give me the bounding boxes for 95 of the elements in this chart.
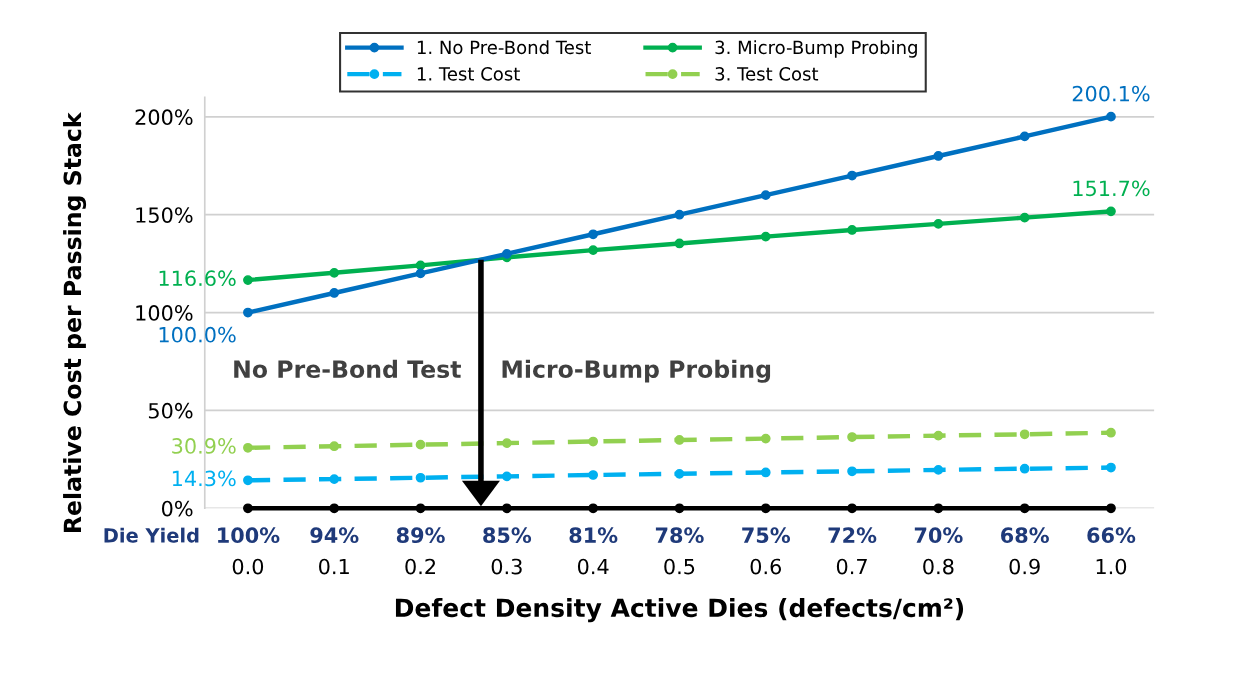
x-tick-label: 0.6: [750, 558, 782, 575]
text: 81%: [569, 527, 618, 544]
point: [588, 503, 599, 514]
point: [243, 442, 253, 453]
annotation: No Pre-Bond Test: [234, 359, 461, 379]
point: [847, 170, 857, 181]
y-axis-title: Relative Cost per Passing Stack: [63, 111, 87, 533]
point: [1019, 463, 1030, 474]
point: [588, 436, 599, 447]
data-label: 200.1%: [1072, 85, 1150, 102]
text: 66%: [1087, 527, 1136, 544]
legend-label: 1. Test Cost: [417, 67, 520, 81]
text: 100%: [218, 527, 280, 544]
data-label: 30.9%: [172, 438, 236, 454]
x-tick-label: 0.0: [232, 558, 264, 575]
x-tick-label: 0.3: [491, 558, 522, 575]
point: [329, 503, 340, 514]
point: [1019, 429, 1030, 440]
text: 70%: [914, 527, 963, 544]
point: [674, 238, 685, 249]
point: [1019, 212, 1030, 223]
y-tick-label: 100%: [136, 305, 193, 321]
text: 72%: [828, 527, 877, 544]
text: 85%: [483, 527, 532, 544]
x-tick-label: 0.1: [319, 558, 349, 575]
point: [1106, 206, 1116, 217]
text: 68%: [1001, 527, 1049, 544]
point: [243, 275, 253, 285]
point: [847, 503, 857, 514]
point: [760, 190, 771, 200]
point: [415, 503, 426, 514]
data-label: 100.0%: [159, 326, 236, 343]
text: 75%: [742, 527, 791, 544]
point: [1106, 427, 1116, 438]
point: [415, 439, 426, 450]
point: [1106, 111, 1116, 122]
point: [674, 503, 685, 514]
point: [847, 225, 857, 235]
point: [674, 468, 685, 479]
text: 89%: [396, 527, 445, 544]
annotation: Micro-Bump Probing: [502, 359, 771, 383]
point: [933, 151, 944, 161]
point: [501, 248, 512, 259]
point: [933, 465, 944, 475]
point: [243, 475, 253, 486]
y-tick-label: 200%: [135, 109, 193, 126]
point: [588, 245, 599, 255]
text: Die Yield: [104, 527, 199, 543]
point: [329, 267, 340, 278]
point: [415, 268, 426, 279]
point: [674, 209, 685, 220]
point: [933, 219, 944, 229]
x-tick-label: 0.8: [923, 558, 954, 575]
legend-label: 3. Micro-Bump Probing: [715, 40, 917, 58]
text: 94%: [310, 527, 359, 544]
point: [501, 471, 512, 482]
x-axis-title: Defect Density Active Dies (defects/cm²): [395, 597, 964, 623]
point: [760, 231, 771, 242]
point: [760, 467, 771, 478]
y-tick-label: 50%: [148, 402, 193, 419]
y-tick-label: 0%: [161, 500, 193, 517]
x-tick-label: 0.4: [577, 558, 609, 575]
point: [847, 432, 857, 442]
text: 78%: [655, 527, 704, 544]
point: [1106, 462, 1116, 473]
point: [501, 438, 512, 448]
y-tick-label: 150%: [136, 207, 193, 223]
x-tick-label: 1.0: [1096, 558, 1127, 575]
point: [1019, 131, 1030, 142]
point: [933, 430, 944, 441]
point: [243, 307, 253, 318]
legend-label: 1. No Pre-Bond Test: [417, 40, 591, 55]
point: [760, 433, 771, 444]
x-tick-label: 0.2: [405, 558, 436, 575]
point: [1106, 503, 1116, 514]
point: [415, 472, 426, 483]
legend-label: 3. Test Cost: [715, 67, 819, 81]
data-label: 151.7%: [1073, 180, 1150, 197]
point: [588, 229, 599, 240]
point: [847, 466, 857, 477]
point: [588, 470, 599, 480]
x-tick-label: 0.9: [1009, 558, 1040, 575]
point: [1019, 503, 1030, 514]
point: [243, 503, 253, 514]
point: [760, 503, 771, 514]
point: [674, 435, 685, 445]
point: [933, 503, 944, 514]
point: [329, 441, 340, 452]
x-tick-label: 0.7: [836, 558, 867, 575]
point: [329, 288, 340, 298]
data-label: 116.6%: [159, 270, 236, 287]
x-tick-label: 0.5: [664, 558, 695, 575]
point: [501, 503, 512, 514]
data-label: 14.3%: [172, 470, 236, 487]
point: [329, 474, 340, 484]
